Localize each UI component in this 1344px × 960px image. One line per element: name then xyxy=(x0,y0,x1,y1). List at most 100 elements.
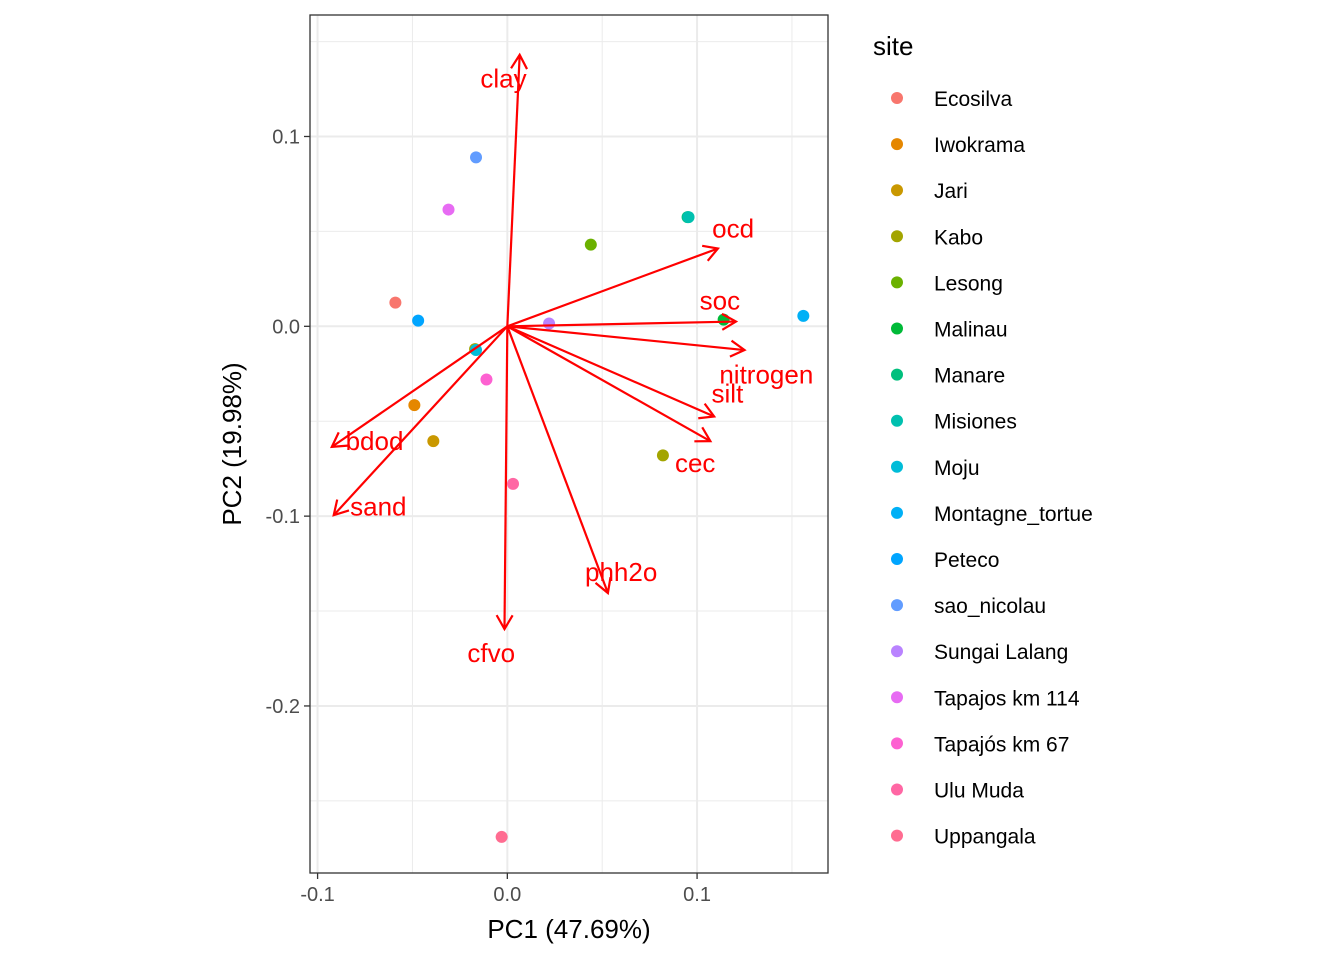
loading-arrow xyxy=(506,247,719,328)
legend-key xyxy=(891,553,903,565)
loading-arrow-head xyxy=(698,402,717,420)
grid-major xyxy=(310,15,828,873)
loading-arrow xyxy=(506,325,609,594)
legend-label: Misiones xyxy=(934,411,1017,434)
legend-key xyxy=(891,230,903,243)
loading-arrow xyxy=(506,325,711,443)
loading-arrow xyxy=(503,326,509,630)
legend-entries: Ecosilva Iwokrama Jari Kabo Lesong Malinau Man… xyxy=(891,88,1093,849)
legend-key xyxy=(891,138,903,151)
y-tick-label: 0.1 xyxy=(272,126,300,148)
legend-label: Lesong xyxy=(934,272,1003,295)
legend-label: Iwokrama xyxy=(934,134,1025,157)
legend-label: Montagne_tortue xyxy=(934,503,1093,526)
loading-label: sand xyxy=(350,492,406,522)
legend-label: sao_nicolau xyxy=(934,595,1046,618)
data-point xyxy=(427,435,440,448)
y-tick-label: -0.2 xyxy=(266,696,300,718)
legend-label: Kabo xyxy=(934,226,983,249)
x-tick-label: 0.1 xyxy=(683,884,711,906)
loading-label: phh2o xyxy=(585,557,657,587)
loading-arrow xyxy=(507,325,745,352)
legend-label: Tapajós km 67 xyxy=(934,733,1069,756)
x-tick-label: -0.1 xyxy=(300,884,334,906)
legend-key xyxy=(891,92,903,104)
data-point xyxy=(584,238,597,251)
legend-title: site xyxy=(873,31,913,61)
legend-label: Tapajos km 114 xyxy=(934,687,1080,710)
loading-arrow xyxy=(332,325,509,516)
legend-key xyxy=(891,737,903,750)
data-point xyxy=(495,830,508,843)
x-axis: -0.1 0.0 0.1 xyxy=(300,873,711,906)
data-point xyxy=(408,399,421,412)
panel-border xyxy=(309,14,829,874)
legend-label: Uppangala xyxy=(934,826,1036,849)
data-point xyxy=(507,477,520,490)
loading-arrow xyxy=(506,54,521,327)
loading-arrow-head xyxy=(510,52,529,70)
legend-label: Manare xyxy=(934,365,1005,388)
legend-key xyxy=(891,276,903,289)
loading-arrow xyxy=(331,325,508,448)
loading-arrow-head xyxy=(694,426,713,443)
loading-arrow-head xyxy=(701,244,721,262)
loading-label: silt xyxy=(712,379,745,409)
legend-key xyxy=(891,368,903,381)
legend-key xyxy=(891,691,903,704)
data-point xyxy=(656,449,669,462)
legend: site Ecosilva Iwokrama Jari Kabo Lesong Malin… xyxy=(873,31,1093,849)
legend-key xyxy=(891,184,903,197)
loading-arrow-head xyxy=(721,312,739,331)
data-point xyxy=(480,373,493,386)
x-axis-title: PC1 (47.69%) xyxy=(487,914,650,944)
loading-label: clay xyxy=(480,64,526,94)
x-tick-label: 0.0 xyxy=(493,884,521,906)
y-tick-label: 0.0 xyxy=(272,316,300,338)
loading-arrow xyxy=(506,325,715,418)
data-point xyxy=(389,296,402,309)
legend-key xyxy=(891,783,903,796)
data-point xyxy=(470,151,483,164)
loading-arrow-head xyxy=(729,339,747,358)
loading-arrow-head xyxy=(594,577,612,596)
loading-label: bdod xyxy=(346,426,404,456)
legend-label: Peteco xyxy=(934,549,999,572)
loading-label: cfvo xyxy=(467,638,515,668)
loading-label: soc xyxy=(700,286,740,316)
legend-key xyxy=(891,460,903,473)
data-point xyxy=(543,317,556,330)
panel-background xyxy=(310,15,828,873)
loading-arrows xyxy=(330,52,747,632)
y-tick-label: -0.1 xyxy=(266,506,300,528)
legend-label: Malinau xyxy=(934,319,1008,342)
loading-arrow-head xyxy=(332,499,350,517)
legend-key xyxy=(891,506,903,519)
y-axis-title: PC2 (19.98%) xyxy=(217,362,247,525)
loading-label: ocd xyxy=(712,214,754,244)
legend-label: Jari xyxy=(934,180,968,203)
y-axis: 0.1 0.0 -0.1 -0.2 xyxy=(266,126,310,718)
legend-label: Ecosilva xyxy=(934,88,1013,111)
legend-key xyxy=(891,829,903,842)
loading-arrow-head xyxy=(495,614,514,632)
data-point xyxy=(412,314,425,327)
legend-key xyxy=(891,322,903,335)
grid-minor xyxy=(310,15,828,873)
data-point xyxy=(682,211,695,224)
legend-label: Ulu Muda xyxy=(934,780,1024,803)
legend-key xyxy=(891,599,903,612)
loading-label: nitrogen xyxy=(719,360,813,390)
loading-arrow xyxy=(507,320,736,328)
data-point xyxy=(797,309,810,322)
legend-label: Sungai Lalang xyxy=(934,641,1068,664)
legend-label: Moju xyxy=(934,457,980,480)
data-point xyxy=(442,203,455,216)
loading-label: cec xyxy=(675,448,715,478)
legend-key xyxy=(891,645,903,658)
legend-key xyxy=(891,414,903,427)
loading-arrow-head xyxy=(330,431,348,449)
